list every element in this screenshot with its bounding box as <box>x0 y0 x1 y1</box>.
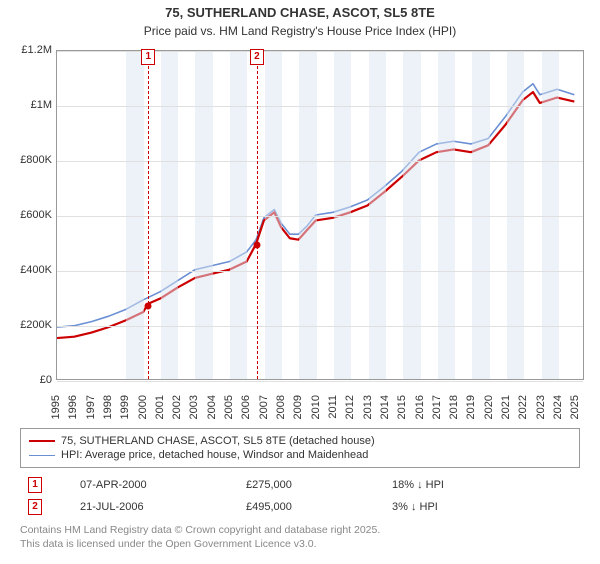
plot-area: 12 <box>56 50 584 380</box>
sale-delta: 18% ↓ HPI <box>384 474 580 496</box>
sale-date: 21-JUL-2006 <box>72 496 238 518</box>
x-axis-label: 2024 <box>552 395 564 425</box>
y-axis-label: £400K <box>12 264 52 276</box>
x-axis-label: 2019 <box>465 395 477 425</box>
x-axis-label: 2011 <box>327 395 339 425</box>
table-row: 2 21-JUL-2006 £495,000 3% ↓ HPI <box>20 496 580 518</box>
y-axis-label: £200K <box>12 319 52 331</box>
x-axis-label: 2016 <box>414 395 426 425</box>
sale-price: £495,000 <box>238 496 384 518</box>
x-axis-label: 2012 <box>344 395 356 425</box>
x-axis-label: 1995 <box>50 395 62 425</box>
x-axis-label: 1998 <box>102 395 114 425</box>
x-axis-label: 2014 <box>379 395 391 425</box>
sale-badge: 2 <box>28 499 42 515</box>
chart-title: 75, SUTHERLAND CHASE, ASCOT, SL5 8TE <box>0 4 600 22</box>
sale-delta: 3% ↓ HPI <box>384 496 580 518</box>
legend-label: HPI: Average price, detached house, Wind… <box>61 449 368 461</box>
x-axis-label: 2005 <box>223 395 235 425</box>
y-axis-label: £800K <box>12 154 52 166</box>
x-axis-label: 2018 <box>448 395 460 425</box>
chart-subtitle: Price paid vs. HM Land Registry's House … <box>0 24 600 38</box>
sale-price: £275,000 <box>238 474 384 496</box>
chart: £0£200K£400K£600K£800K£1M£1.2M 12 199519… <box>10 44 590 424</box>
x-axis-label: 2007 <box>258 395 270 425</box>
x-axis-label: 2022 <box>517 395 529 425</box>
x-axis-label: 2025 <box>569 395 581 425</box>
x-axis-label: 2017 <box>431 395 443 425</box>
y-axis-label: £1.2M <box>12 44 52 56</box>
legend-item-hpi: HPI: Average price, detached house, Wind… <box>29 449 571 461</box>
x-axis-label: 2008 <box>275 395 287 425</box>
table-row: 1 07-APR-2000 £275,000 18% ↓ HPI <box>20 474 580 496</box>
x-axis-label: 2004 <box>206 395 218 425</box>
x-axis-label: 2003 <box>188 395 200 425</box>
y-axis-label: £600K <box>12 209 52 221</box>
legend: 75, SUTHERLAND CHASE, ASCOT, SL5 8TE (de… <box>20 428 580 468</box>
x-axis-label: 2000 <box>137 395 149 425</box>
y-axis-label: £0 <box>12 374 52 386</box>
x-axis-label: 2015 <box>396 395 408 425</box>
legend-label: 75, SUTHERLAND CHASE, ASCOT, SL5 8TE (de… <box>61 435 375 447</box>
sales-table: 1 07-APR-2000 £275,000 18% ↓ HPI 2 21-JU… <box>20 474 580 518</box>
sale-marker: 2 <box>250 49 264 65</box>
sale-date: 07-APR-2000 <box>72 474 238 496</box>
legend-item-price-paid: 75, SUTHERLAND CHASE, ASCOT, SL5 8TE (de… <box>29 435 571 447</box>
sale-marker: 1 <box>141 49 155 65</box>
x-axis-label: 1996 <box>67 395 79 425</box>
x-axis-label: 2021 <box>500 395 512 425</box>
x-axis-label: 2009 <box>292 395 304 425</box>
x-axis-label: 2013 <box>362 395 374 425</box>
x-axis-label: 2020 <box>483 395 495 425</box>
sale-badge: 1 <box>28 477 42 493</box>
y-axis-label: £1M <box>12 99 52 111</box>
x-axis-label: 2010 <box>310 395 322 425</box>
x-axis-label: 2006 <box>240 395 252 425</box>
attribution: Contains HM Land Registry data © Crown c… <box>20 524 580 551</box>
x-axis-label: 2002 <box>171 395 183 425</box>
x-axis-label: 1999 <box>119 395 131 425</box>
x-axis-label: 2001 <box>154 395 166 425</box>
x-axis-label: 2023 <box>535 395 547 425</box>
x-axis-label: 1997 <box>85 395 97 425</box>
